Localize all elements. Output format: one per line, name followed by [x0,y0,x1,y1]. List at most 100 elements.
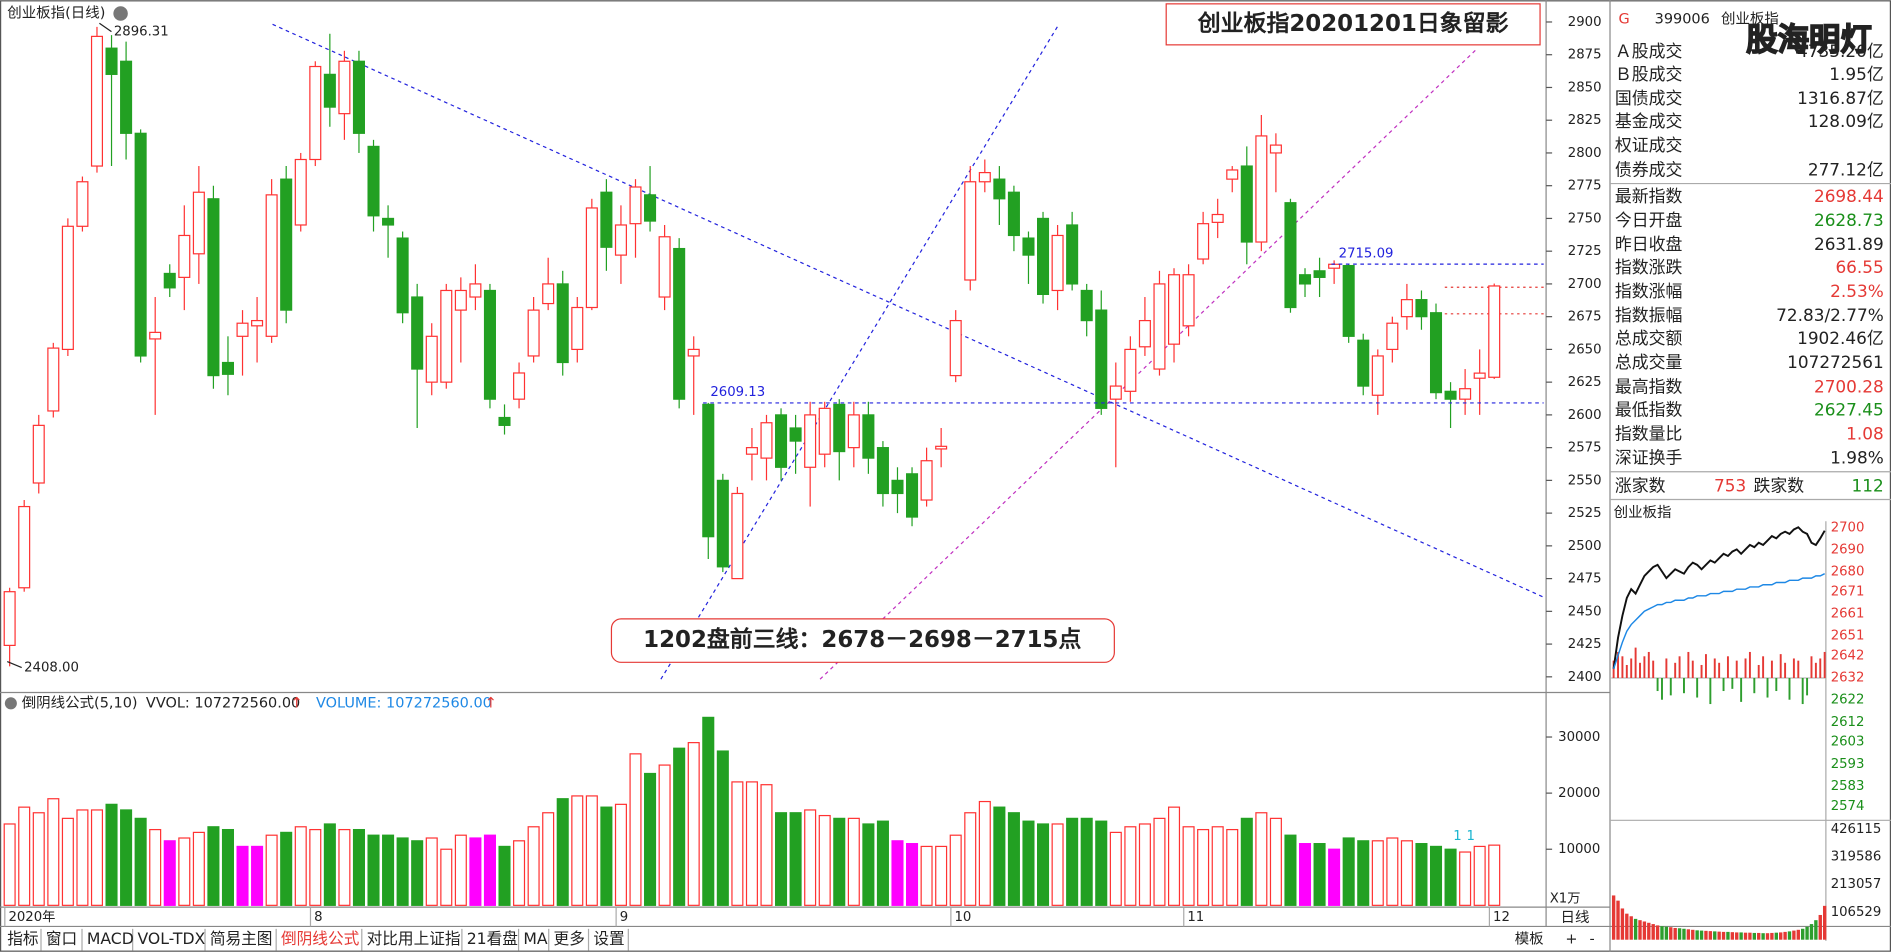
candle-body [527,309,540,357]
intraday-volume-bar [1655,925,1660,940]
y-tick-label: 2750 [1568,211,1602,226]
y-tick-label: 2700 [1568,277,1602,292]
volume-bar [1167,806,1181,906]
tab[interactable]: 指标 [7,929,38,948]
tab[interactable]: 设置 [593,929,624,948]
zoom-in[interactable]: + [1565,932,1577,948]
breadth-value: 753 [1714,475,1746,495]
volume-bar [1255,812,1268,906]
y-tick-label: 2650 [1568,342,1602,357]
breadth-label: 涨家数 [1615,475,1666,495]
candle-body [1488,285,1501,378]
volume-bar [1488,844,1501,906]
candle-body [1051,234,1064,292]
volume-bar [411,840,424,906]
candle-body [920,460,933,501]
intraday-volume-bar [1743,932,1748,940]
tab[interactable]: 倒阴线公式 [281,929,360,948]
tab[interactable]: 更多 [554,929,585,948]
tab[interactable]: 窗口 [46,929,77,948]
breadth-label: 跌家数 [1754,475,1805,495]
intraday-volume-bar [1765,933,1770,940]
candle-body [906,473,919,518]
tab[interactable]: 21看盘 [467,929,518,948]
template[interactable]: 模板 [1515,930,1544,948]
candle-body [760,422,773,459]
candle-body [280,178,293,311]
y-tick-label: 2900 [1568,15,1602,30]
intraday-volume-bar [1774,932,1778,940]
row-value: 72.83/2.77% [1776,305,1884,325]
intraday-volume-bar [1730,932,1735,940]
volume-bar [862,823,875,906]
y-tick-label: 2690 [1831,542,1865,557]
breadth-value: 112 [1852,475,1884,495]
row-value: 107272561 [1787,352,1884,372]
candle-body [542,283,555,305]
candle-body [1357,339,1370,387]
row-value: 66.55 [1835,257,1883,277]
candle-body [440,289,453,383]
candle-body [1211,213,1224,223]
candle-body [149,331,162,340]
candle-body [1284,202,1297,309]
tab[interactable]: 简易主图 [210,929,273,948]
row-value: 2631.89 [1814,234,1884,254]
candle-body [818,407,831,455]
arrow: ↑ [291,695,303,711]
volume-bar [163,840,176,906]
intraday-volume-bar [1673,927,1677,940]
tab[interactable]: 对比用上证指 [367,929,461,948]
candle-body [382,217,395,226]
zoom-out[interactable]: - [1590,932,1595,948]
row-value: 2.53% [1830,281,1884,301]
candle-body [629,186,642,225]
menu-icon[interactable] [4,697,17,710]
volume-bar [1429,845,1443,906]
candle-body [483,289,496,400]
intraday-volume-bar [1686,929,1691,940]
volume-bar [1371,840,1384,906]
row-label: 指数振幅 [1615,305,1683,325]
candle-body [163,272,176,289]
volume-bar [469,837,482,906]
volume-bar [775,812,788,906]
candle-body [1400,299,1413,318]
x-tick-label: 9 [620,910,628,925]
volume-bar [134,817,147,906]
tab[interactable]: MA [523,929,548,948]
volume-bar [1269,817,1282,906]
y-tick-label: 2875 [1568,48,1602,63]
y-tick-label: 2450 [1568,604,1602,619]
candle-body [1167,274,1181,345]
tab[interactable]: VOL-TDX [137,929,205,948]
volume-bar [425,837,438,906]
candle-body [498,416,511,426]
row-label: 债券成交 [1615,159,1683,179]
volume-bar [221,828,234,906]
y-tick-label: 2775 [1568,179,1602,194]
note-box [610,618,1115,663]
candle-body [1124,348,1137,392]
y-tick-label: 2671 [1831,584,1865,599]
menu-icon[interactable] [113,6,128,21]
candle-body [61,225,74,351]
volume-bar [178,837,191,906]
volume-bar [1022,820,1035,906]
volume-bar [265,834,278,906]
intraday-volume-bar [1638,920,1642,940]
tab[interactable]: MACD [87,929,134,948]
row-value: 2700.28 [1814,376,1884,396]
volume-bar [192,831,205,906]
candle-body [323,73,336,108]
row-label: Ａ股成交 [1615,41,1683,61]
candle-body [396,237,409,314]
volume-bar [32,812,45,906]
candle-body [1371,355,1384,396]
volume-bar [1182,826,1195,906]
candle-body [1080,289,1093,322]
candle-body [265,194,278,337]
volume-bar [906,843,919,906]
candle-body [935,445,948,450]
intraday-volume-bar [1726,931,1730,940]
